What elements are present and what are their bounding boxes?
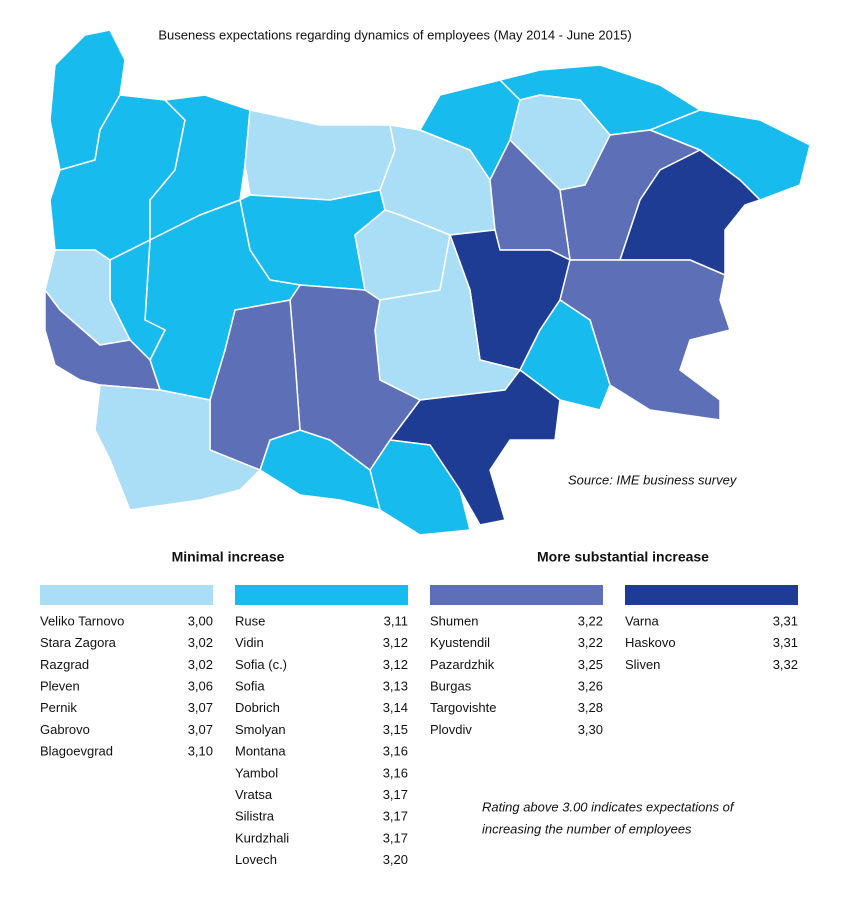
region-name: Kyustendil — [430, 635, 490, 650]
region-name: Vratsa — [235, 787, 273, 802]
region-value: 3,02 — [188, 635, 213, 650]
region-value: 3,31 — [773, 613, 798, 628]
region-name: Kurdzhali — [235, 830, 289, 845]
region-value: 3,17 — [383, 809, 408, 824]
region-value: 3,17 — [383, 787, 408, 802]
region-name: Shumen — [430, 613, 478, 628]
region-value: 3,16 — [383, 744, 408, 759]
legend: Veliko Tarnovo 3,00 Stara Zagora 3,02 Razgra… — [40, 585, 798, 867]
region-value: 3,22 — [578, 613, 603, 628]
region-value: 3,20 — [383, 852, 408, 867]
group-heading: More substantial increase — [537, 549, 709, 565]
region-value: 3,11 — [384, 613, 408, 628]
region-name: Lovech — [235, 852, 277, 867]
region-value: 3,15 — [383, 722, 408, 737]
region-name: Vidin — [235, 635, 264, 650]
region-name: Targovishte — [430, 700, 496, 715]
note: increasing the number of employees — [482, 821, 692, 836]
region-value: 3,25 — [578, 657, 603, 672]
legend-swatch — [40, 585, 213, 605]
region-value: 3,00 — [188, 613, 213, 628]
note: Rating above 3.00 indicates expectations… — [482, 799, 735, 814]
region-value: 3,32 — [773, 657, 798, 672]
region — [94, 384, 261, 511]
map — [44, 29, 811, 536]
region-name: Gabrovo — [40, 722, 90, 737]
region-value: 3,22 — [578, 635, 603, 650]
region-value: 3,17 — [383, 830, 408, 845]
region-name: Sofia (c.) — [235, 657, 287, 672]
region — [519, 299, 611, 411]
source: Source: IME business survey — [568, 472, 738, 487]
region-name: Montana — [235, 744, 286, 759]
region-name: Stara Zagora — [40, 635, 117, 650]
region-value: 3,28 — [578, 700, 603, 715]
region-value: 3,10 — [188, 744, 213, 759]
region-value: 3,14 — [383, 700, 408, 715]
region-value: 3,31 — [773, 635, 798, 650]
group-heading: Minimal increase — [172, 549, 285, 565]
region-name: Veliko Tarnovo — [40, 613, 124, 628]
region-value: 3,07 — [188, 722, 213, 737]
region-name: Smolyan — [235, 722, 286, 737]
legend-swatch — [430, 585, 603, 605]
region-value: 3,12 — [383, 635, 408, 650]
region-name: Burgas — [430, 679, 472, 694]
legend-swatch — [625, 585, 798, 605]
region-name: Sliven — [625, 657, 660, 672]
region-name: Sofia — [235, 679, 265, 694]
region-value: 3,02 — [188, 657, 213, 672]
region-name: Dobrich — [235, 700, 280, 715]
region-name: Ruse — [235, 613, 265, 628]
region-name: Plovdiv — [430, 722, 472, 737]
region-name: Yambol — [235, 765, 278, 780]
region-value: 3,16 — [383, 765, 408, 780]
region-value: 3,30 — [578, 722, 603, 737]
region — [244, 109, 396, 201]
region-value: 3,12 — [383, 657, 408, 672]
region-value: 3,13 — [383, 679, 408, 694]
region-name: Silistra — [235, 809, 275, 824]
region-name: Razgrad — [40, 657, 89, 672]
region-value: 3,06 — [188, 679, 213, 694]
region-name: Pernik — [40, 700, 77, 715]
region-value: 3,07 — [188, 700, 213, 715]
region-name: Pleven — [40, 679, 80, 694]
region-name: Blagoevgrad — [40, 744, 113, 759]
region-value: 3,26 — [578, 679, 603, 694]
region-name: Haskovo — [625, 635, 676, 650]
legend-swatch — [235, 585, 408, 605]
title: Buseness expectations regarding dynamics… — [158, 27, 631, 42]
region-name: Varna — [625, 613, 659, 628]
region-name: Pazardzhik — [430, 657, 495, 672]
